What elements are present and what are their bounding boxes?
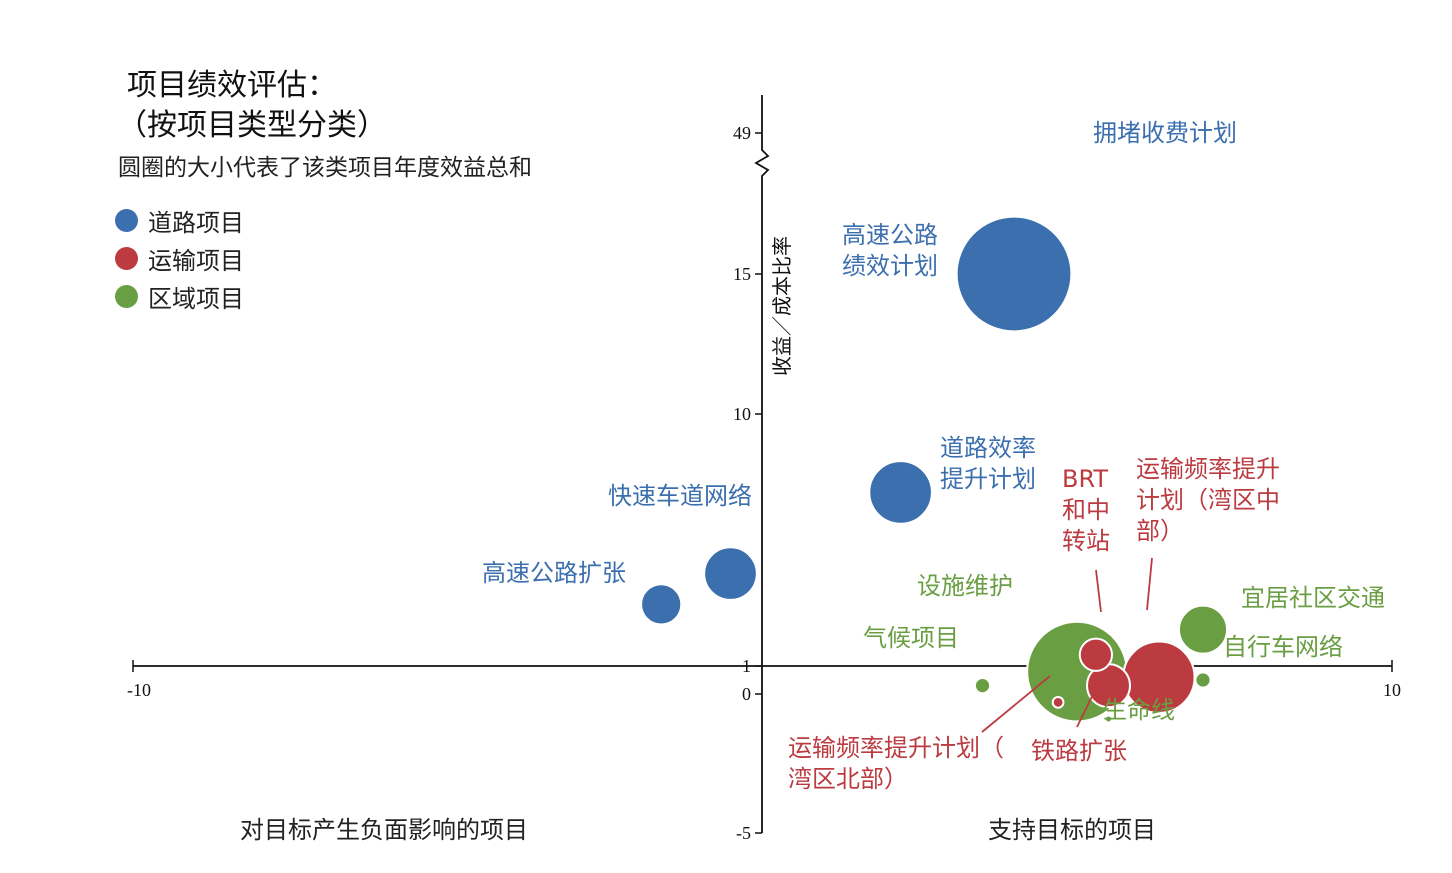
legend-item-road: 道路项目 [115, 203, 244, 238]
bubble-label: 拥堵收费计划 [1093, 119, 1237, 147]
chart-subtitle: 圆圈的大小代表了该类项目年度效益总和 [118, 155, 532, 181]
bubble-label: 铁路扩张 [1031, 737, 1127, 765]
bubble-label: 自行车网络 [1223, 633, 1343, 661]
leader-line [1095, 569, 1102, 613]
bubble-point [955, 215, 1073, 333]
leader-line [981, 675, 1051, 733]
x-tick-label: 10 [1383, 680, 1401, 700]
bubble-label: 气候项目 [863, 624, 959, 652]
bubble-label: 运输频率提升计划（湾区北部） [788, 734, 1004, 793]
x-tick-label: -10 [127, 680, 151, 700]
y-tick-label: 15 [733, 264, 751, 284]
bubble-point [1194, 671, 1212, 689]
bubble-label: 快速车道网络 [608, 482, 752, 510]
legend-item-regional: 区域项目 [115, 279, 244, 314]
leader-line [1146, 557, 1153, 611]
bubble-label: 高速公路绩效计划 [842, 221, 938, 280]
bubble-label: 道路效率提升计划 [940, 434, 1036, 493]
bubble-label: BRT 和中转站 [1062, 465, 1110, 555]
leader-line [1076, 677, 1102, 728]
bubble-point [1104, 714, 1113, 724]
bubble-point [868, 460, 933, 525]
legend-label-regional: 区域项目 [148, 285, 244, 313]
chart-title-line2: （按项目类型分类） [117, 108, 387, 143]
bubble-label: 宜居社区交通 [1241, 584, 1385, 612]
bubble-point [640, 583, 683, 626]
y-axis-line [754, 95, 770, 833]
legend-item-transit: 运输项目 [115, 241, 244, 276]
y-tick-label: -5 [736, 823, 751, 843]
y-tick-label: 0 [742, 684, 751, 704]
y-axis-title: 收益／成本比率 [770, 236, 794, 376]
bubble-label: 设施维护 [917, 572, 1013, 600]
y-tick-label: 49 [733, 123, 751, 143]
bubble-label: 生命线 [1103, 696, 1175, 724]
legend-label-transit: 运输项目 [148, 247, 244, 275]
chart-title-line1: 项目绩效评估： [127, 68, 337, 103]
legend-dot-regional-icon [115, 285, 138, 308]
bubble-point [703, 546, 758, 601]
bubble-label: 运输频率提升计划（湾区中部） [1136, 455, 1280, 545]
legend-label-road: 道路项目 [148, 209, 244, 237]
legend-dot-road-icon [115, 209, 138, 232]
bubble-point [973, 677, 992, 695]
bubble-point [1078, 637, 1114, 672]
y-tick-label: 10 [733, 404, 751, 424]
legend-dot-transit-icon [115, 247, 138, 270]
bubble-label: 高速公路扩张 [482, 559, 626, 587]
bubble-point [1177, 604, 1229, 655]
supportive-label: 支持目标的项目 [988, 816, 1156, 844]
y-tick-label: 1 [742, 656, 751, 676]
bubble-point [1051, 695, 1065, 709]
negative-impact-label: 对目标产生负面影响的项目 [240, 816, 528, 844]
